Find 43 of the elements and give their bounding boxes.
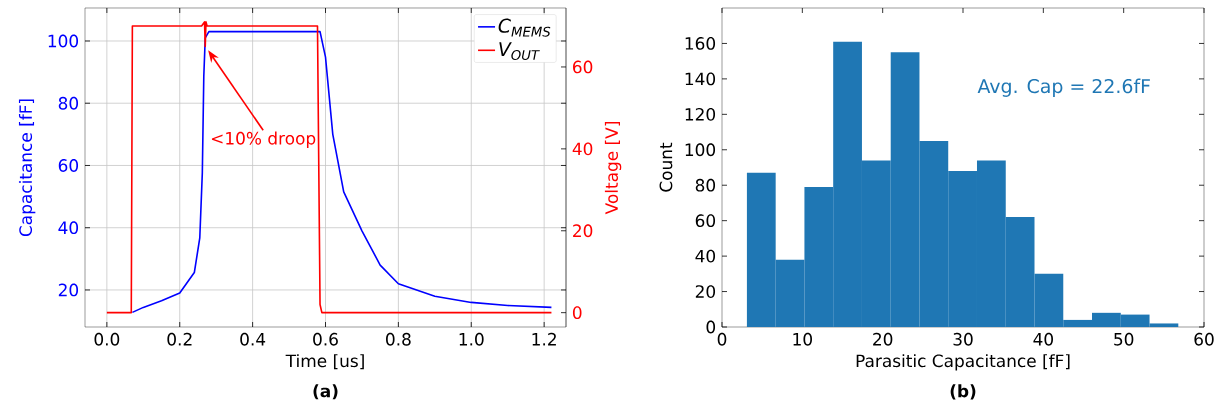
y2-tick-label: 40 [572, 142, 593, 156]
annotation: <10% droop [211, 131, 316, 148]
x-tick-label: 0.4 [240, 332, 266, 346]
y-tick-label: 140 [685, 72, 716, 86]
y2-tick-label: 0 [572, 306, 582, 320]
y-tick-label: 20 [58, 283, 79, 297]
y-tick-label: 60 [58, 159, 79, 172]
y-tick-label: 40 [695, 249, 716, 263]
x-tick-label: 0.0 [94, 332, 120, 346]
legend-label: V$_{OUT}$ [499, 42, 540, 61]
x-tick-label: 1.2 [532, 332, 556, 346]
x-tick-label: 50 [1114, 332, 1134, 346]
x-tick-label: 60 [1194, 332, 1214, 346]
y-tick-label: 60 [695, 214, 716, 228]
x-tick-label: 30 [953, 332, 973, 346]
y2-tick-label: 60 [573, 60, 593, 74]
y-tick-label: 80 [58, 96, 79, 110]
y-tick-label: 160 [685, 37, 716, 50]
y-axis-title: Capacitance [fF] [18, 99, 36, 237]
text: (b) [950, 384, 976, 400]
x-tick-label: 0.8 [386, 332, 411, 346]
text: (a) [313, 384, 338, 400]
y-tick-label: 0 [706, 320, 716, 334]
x-tick-label: 20 [873, 332, 893, 346]
x-axis-title: Time [us] [285, 354, 364, 370]
legend-label: C$_{MEMS}$ [498, 18, 551, 37]
x-axis-title: Parasitic Capacitance [fF] [856, 354, 1070, 371]
x-tick-label: 10 [793, 332, 812, 346]
y-tick-label: 100 [48, 34, 79, 48]
x-tick-label: 40 [1033, 332, 1053, 346]
x-tick-label: 0.2 [167, 332, 192, 346]
annotation: Avg. Cap = 22.6fF [977, 78, 1150, 97]
y-axis-title: Count [659, 142, 673, 192]
x-tick-label: 1.0 [459, 332, 484, 346]
y-tick-label: 100 [685, 143, 716, 157]
x-tick-label: 0 [717, 332, 727, 346]
y-tick-label: 120 [685, 107, 716, 121]
x-tick-label: 0.6 [313, 332, 338, 346]
y2-axis-title: Voltage [V] [604, 122, 622, 215]
y-tick-label: 20 [695, 285, 716, 298]
y-tick-label: 40 [58, 221, 79, 235]
y-tick-label: 80 [695, 178, 716, 192]
y2-tick-label: 20 [573, 224, 593, 238]
